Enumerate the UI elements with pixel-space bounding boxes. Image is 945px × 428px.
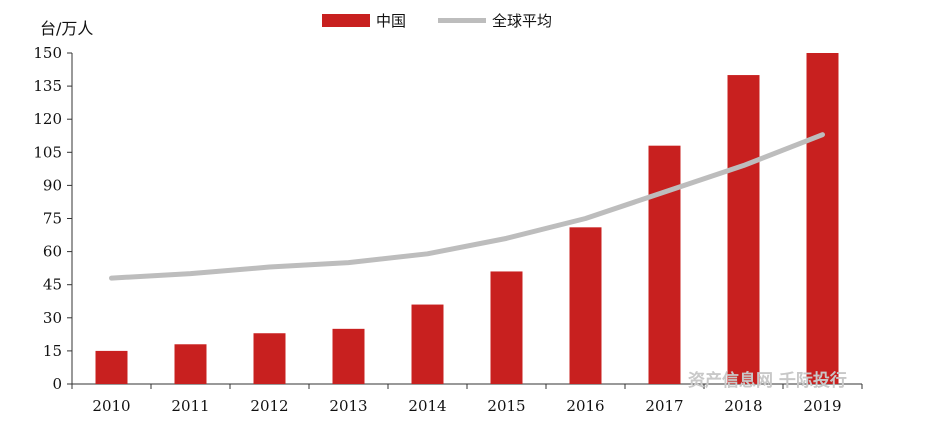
y-tick-label: 0	[52, 375, 62, 393]
x-tick-label: 2015	[487, 397, 525, 415]
y-axis-unit: 台/万人	[40, 19, 93, 38]
bar-china-2016	[569, 227, 602, 384]
bar-china-2014	[411, 304, 444, 384]
line-global-average	[109, 132, 825, 281]
bar-china-2010	[95, 350, 128, 384]
x-tick-label: 2019	[803, 397, 841, 415]
y-tick-label: 90	[43, 176, 62, 194]
line-global-average-path	[109, 132, 825, 281]
legend-label-global: 全球平均	[492, 12, 552, 30]
legend-label-china: 中国	[376, 12, 406, 30]
x-tick-label: 2017	[645, 397, 683, 415]
bar-china-2019	[806, 53, 839, 384]
y-tick-label: 30	[43, 309, 62, 327]
y-tick-label: 150	[33, 44, 62, 62]
bar-china-2011	[174, 344, 207, 384]
bar-china-2015	[490, 271, 523, 384]
y-tick-label: 135	[33, 77, 62, 95]
y-tick-label: 60	[43, 243, 62, 261]
x-tick-label: 2010	[92, 397, 130, 415]
x-tick-label: 2013	[329, 397, 367, 415]
y-tick-label: 75	[43, 210, 62, 228]
x-tick-label: 2016	[566, 397, 604, 415]
x-tick-label: 2014	[408, 397, 446, 415]
y-tick-label: 15	[43, 342, 62, 360]
x-ticks: 2010 2011 2012 2013 2014 2015 2016 2017 2018 2019	[71, 384, 863, 415]
x-tick-label: 2012	[250, 397, 288, 415]
legend: 中国 全球平均	[322, 12, 552, 30]
bar-china-2012	[253, 333, 286, 384]
y-tick-label: 45	[43, 276, 62, 294]
y-tick-label: 120	[33, 110, 62, 128]
bar-china-2017	[648, 145, 681, 384]
y-tick-label: 105	[33, 143, 62, 161]
legend-swatch-china	[322, 14, 370, 27]
watermark: 资产信息网 千际投行	[688, 370, 847, 391]
bars-china	[95, 53, 839, 385]
bar-china-2013	[332, 328, 365, 384]
bar-china-2018	[727, 75, 760, 385]
y-ticks: 0 15 30 45 60 75 90 105 120 135 150	[33, 44, 72, 393]
x-tick-label: 2011	[171, 397, 209, 415]
x-tick-label: 2018	[724, 397, 762, 415]
